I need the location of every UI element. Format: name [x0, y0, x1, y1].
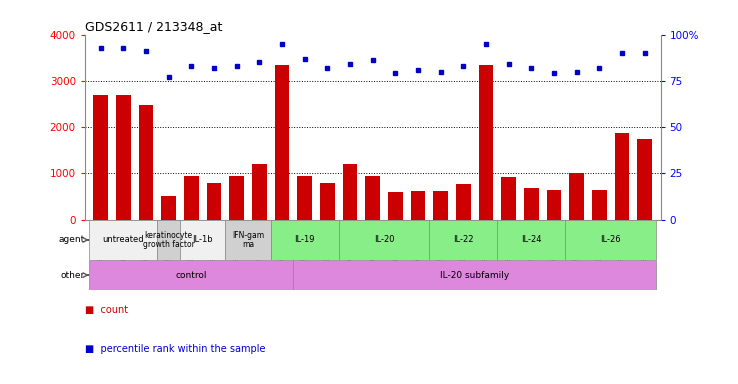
Bar	[230, 175, 244, 220]
Bar	[430, 220, 497, 260]
Bar	[569, 173, 584, 220]
Bar	[275, 65, 289, 220]
Bar	[547, 190, 562, 220]
Bar	[497, 220, 565, 260]
Bar	[94, 95, 108, 220]
Bar	[89, 220, 157, 260]
Text: keratinocyte
growth factor: keratinocyte growth factor	[142, 231, 195, 249]
Text: IL-20 subfamily: IL-20 subfamily	[440, 271, 509, 280]
Bar	[225, 220, 271, 260]
Text: IL-24: IL-24	[521, 235, 542, 245]
Text: other: other	[61, 271, 85, 280]
Text: IL-19: IL-19	[294, 235, 315, 245]
Text: control: control	[176, 271, 207, 280]
Bar	[479, 65, 494, 220]
Bar	[456, 184, 471, 220]
Bar	[294, 260, 656, 290]
Bar	[365, 175, 380, 220]
Bar	[89, 260, 294, 290]
Text: IL-20: IL-20	[373, 235, 394, 245]
Bar	[207, 183, 221, 220]
Bar	[320, 183, 335, 220]
Bar	[565, 220, 656, 260]
Bar	[388, 192, 403, 220]
Bar	[342, 164, 357, 220]
Bar	[157, 220, 180, 260]
Text: GDS2611 / 213348_at: GDS2611 / 213348_at	[85, 20, 222, 33]
Bar	[184, 175, 199, 220]
Bar	[162, 197, 176, 220]
Bar	[252, 164, 266, 220]
Text: IFN-gam
ma: IFN-gam ma	[232, 231, 264, 249]
Bar	[592, 190, 607, 220]
Bar	[615, 133, 630, 220]
Bar	[271, 220, 339, 260]
Text: IL-26: IL-26	[600, 235, 621, 245]
Bar	[638, 139, 652, 220]
Bar	[180, 220, 225, 260]
Bar	[410, 191, 425, 220]
Bar	[116, 95, 131, 220]
Text: ■  count: ■ count	[85, 305, 128, 315]
Text: untreated: untreated	[103, 235, 144, 245]
Bar	[297, 175, 312, 220]
Bar	[501, 177, 516, 220]
Bar	[139, 105, 154, 220]
Text: agent: agent	[59, 235, 85, 245]
Bar	[339, 220, 430, 260]
Text: IL-1b: IL-1b	[193, 235, 213, 245]
Text: IL-22: IL-22	[453, 235, 474, 245]
Bar	[433, 191, 448, 220]
Bar	[524, 188, 539, 220]
Text: ■  percentile rank within the sample: ■ percentile rank within the sample	[85, 344, 266, 354]
